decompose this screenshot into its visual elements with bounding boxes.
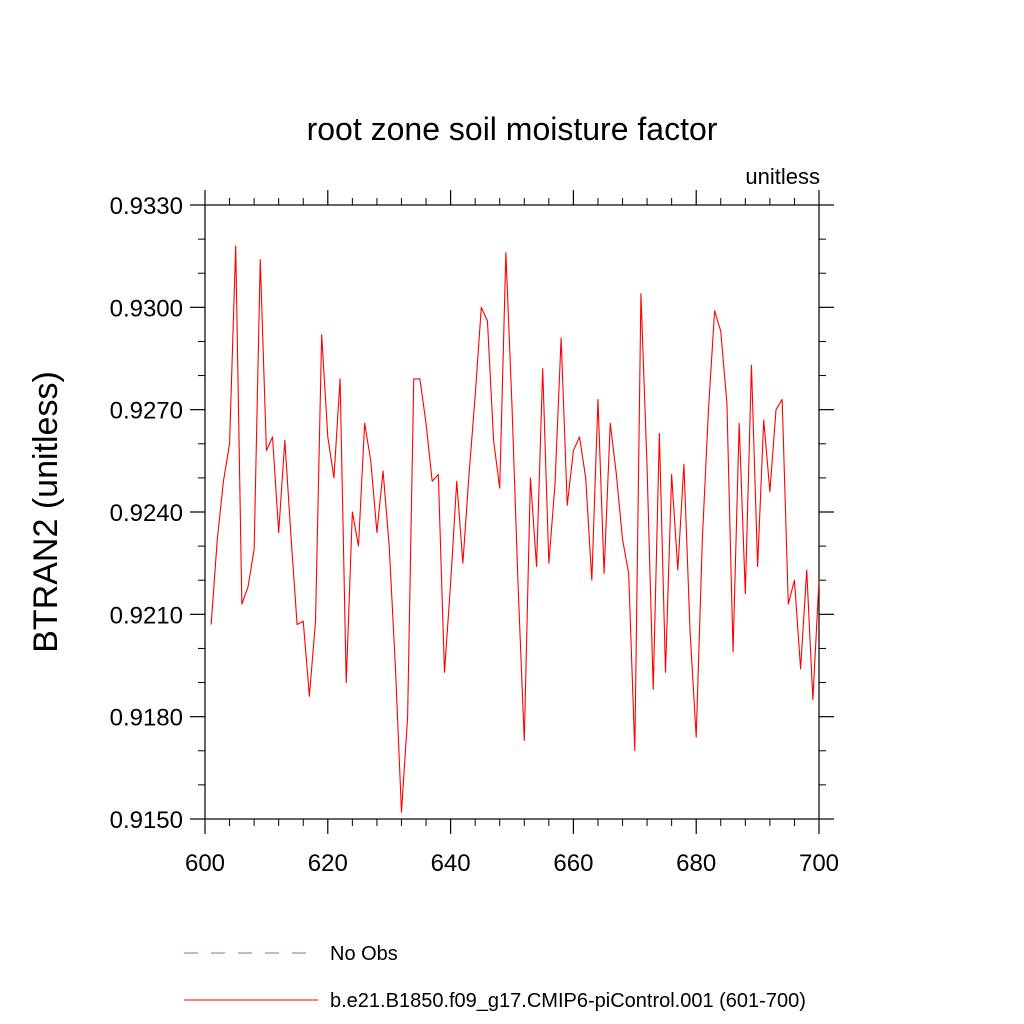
series-line-1 bbox=[210, 245, 820, 813]
x-tick-label: 640 bbox=[431, 850, 471, 877]
legend: No Obs b.e21.B1850.f09_g17.CMIP6-piContr… bbox=[184, 943, 806, 1012]
series-layer bbox=[210, 245, 820, 813]
y-tick-label: 0.9300 bbox=[110, 295, 183, 322]
units-label: unitless bbox=[745, 164, 820, 189]
y-tick-label: 0.9180 bbox=[110, 705, 183, 732]
x-tick-label: 680 bbox=[676, 850, 716, 877]
axis-ticks: 600 620 640 660 680 700 0.9150 0.9180 0.9210 0.92… bbox=[110, 190, 839, 877]
x-tick-label: 700 bbox=[799, 850, 839, 877]
y-tick-label: 0.9210 bbox=[110, 602, 183, 629]
x-tick-label: 600 bbox=[185, 850, 225, 877]
legend-label-no-obs: No Obs bbox=[330, 943, 398, 965]
x-tick-label: 660 bbox=[553, 850, 593, 877]
plot-frame bbox=[204, 204, 820, 820]
x-tick-label: 620 bbox=[308, 850, 348, 877]
y-tick-label: 0.9330 bbox=[110, 193, 183, 220]
y-tick-label: 0.9150 bbox=[110, 807, 183, 834]
legend-label-model: b.e21.B1850.f09_g17.CMIP6-piControl.001 … bbox=[330, 990, 806, 1012]
chart-title: root zone soil moisture factor bbox=[307, 111, 718, 147]
y-tick-label: 0.9240 bbox=[110, 500, 183, 527]
y-axis-label: BTRAN2 (unitless) bbox=[27, 371, 65, 653]
y-tick-label: 0.9270 bbox=[110, 398, 183, 425]
